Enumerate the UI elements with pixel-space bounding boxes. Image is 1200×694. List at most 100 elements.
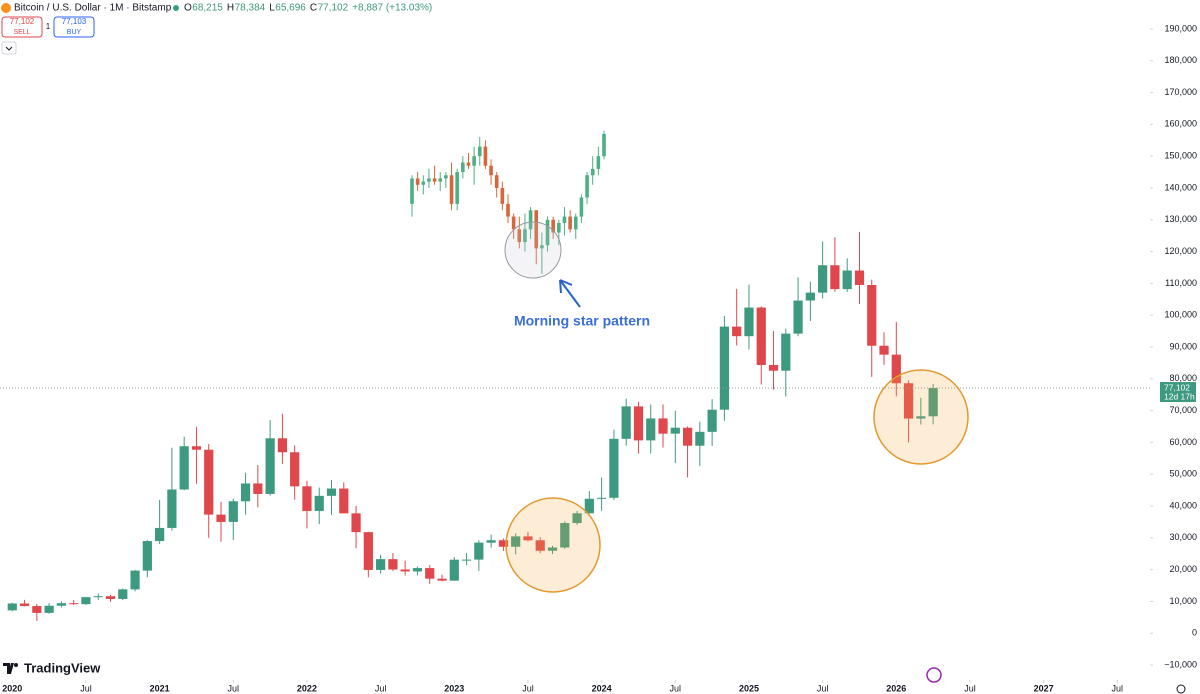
x-tick-label: 2027 — [1034, 683, 1054, 693]
y-tick-label: 120,000 — [1164, 246, 1197, 256]
sell-price: 77,102 — [10, 17, 35, 26]
candle-body — [425, 568, 435, 579]
candle-body — [432, 178, 437, 182]
collapse-button[interactable] — [1, 41, 17, 55]
buy-button[interactable] — [53, 16, 95, 38]
candle-body — [56, 603, 66, 606]
candle-body — [69, 603, 79, 605]
candle-body — [560, 523, 570, 548]
candle-body — [621, 406, 631, 439]
candle-body — [498, 540, 509, 547]
y-tick-label: 110,000 — [1165, 278, 1197, 288]
ohlc: O 68,215 H 78,384 L 65,696 C 77,102 +8,887 (+13.… — [184, 3, 432, 14]
x-tick-label: Jul — [228, 683, 240, 693]
candle-body — [547, 547, 558, 551]
candle-body — [449, 175, 454, 204]
candle-body — [535, 540, 545, 551]
candle-body — [105, 596, 116, 599]
x-tick-label: Jul — [80, 683, 92, 693]
plot: −10,000 0 10,000 20,000 30,000 40,000 50,000 60… — [0, 23, 1197, 693]
y-tick-label: 60,000 — [1169, 437, 1197, 447]
candle-body — [682, 427, 693, 446]
candle-body — [517, 229, 522, 243]
candle-body — [830, 265, 840, 290]
buy-label: BUY — [67, 29, 82, 36]
y-tick-label: 20,000 — [1169, 564, 1197, 574]
ohlc-value: 68,215 — [192, 3, 223, 14]
candle-body — [191, 446, 202, 450]
annotations: Morning star pattern — [504, 221, 969, 593]
candle-body — [500, 187, 505, 204]
x-tick-label: 2023 — [444, 683, 464, 693]
y-tick-label: 150,000 — [1164, 151, 1197, 161]
candle-body — [879, 345, 889, 355]
candle-body — [854, 270, 865, 285]
candle-body — [551, 219, 555, 233]
ohlc-value: 65,696 — [275, 3, 306, 14]
logo-icon — [3, 663, 14, 674]
candle-body — [351, 513, 361, 533]
candle-body — [805, 292, 815, 301]
candle-body — [449, 559, 459, 581]
y-tick-label: 80,000 — [1169, 373, 1197, 383]
sell-button[interactable] — [1, 16, 43, 38]
candle-body — [573, 216, 578, 230]
x-tick-label: Jul — [964, 683, 976, 693]
candle-body — [216, 514, 226, 522]
candle-body — [314, 495, 324, 511]
candle-body — [421, 181, 426, 185]
candle-body — [466, 162, 471, 166]
logo-dot — [14, 663, 18, 667]
candle-body — [412, 568, 423, 572]
x-tick-label: 2021 — [150, 683, 170, 693]
candle-body — [793, 300, 803, 334]
candle-body — [903, 383, 914, 419]
candle-body — [511, 216, 516, 230]
candle-body — [891, 354, 901, 384]
candle-body — [438, 178, 443, 182]
y-tick-label: 170,000 — [1164, 87, 1197, 97]
buy-price: 77,103 — [62, 17, 87, 26]
candle-body — [670, 427, 680, 434]
last-price-box — [1160, 382, 1196, 403]
candle-body — [326, 488, 337, 496]
candle-body — [916, 416, 926, 419]
x-tick-label: Jul — [522, 683, 534, 693]
candle-body — [155, 527, 165, 542]
logo-text: TradingView — [24, 660, 101, 675]
x-tick-label: Jul — [1112, 683, 1124, 693]
y-tick-label: 160,000 — [1164, 119, 1197, 129]
candle-body — [32, 606, 42, 613]
candle-body — [658, 418, 668, 434]
ohlc-value: 77,102 — [318, 3, 349, 14]
candle-body — [602, 133, 606, 157]
candle-body — [695, 431, 705, 446]
candle-body — [444, 175, 448, 179]
replay-icon[interactable] — [926, 667, 942, 683]
y-tick-label: 100,000 — [1164, 310, 1197, 320]
candle-body — [568, 216, 572, 230]
status-dot — [173, 5, 179, 11]
candle-body — [562, 216, 567, 223]
chevron — [5, 46, 13, 51]
settings-icon[interactable] — [1176, 684, 1186, 694]
y-tick-label: 90,000 — [1169, 341, 1197, 351]
candle-body — [646, 418, 656, 441]
y-tick-label: 50,000 — [1169, 469, 1197, 479]
candle-body — [768, 364, 779, 371]
candle-body — [461, 162, 465, 173]
candle-body — [44, 605, 54, 613]
candle-body — [7, 603, 17, 611]
candle-body — [511, 536, 521, 547]
x-tick-label: Jul — [817, 683, 829, 693]
last-price-label: 77,102 — [1164, 382, 1190, 392]
candle-body — [339, 488, 349, 514]
candle-body — [130, 570, 140, 590]
candle-body — [545, 219, 550, 246]
candle-body — [506, 203, 510, 217]
candle-body — [400, 569, 410, 572]
candle-body — [707, 409, 717, 432]
x-tick-label: 2024 — [592, 683, 612, 693]
logo: TradingView — [3, 660, 101, 675]
